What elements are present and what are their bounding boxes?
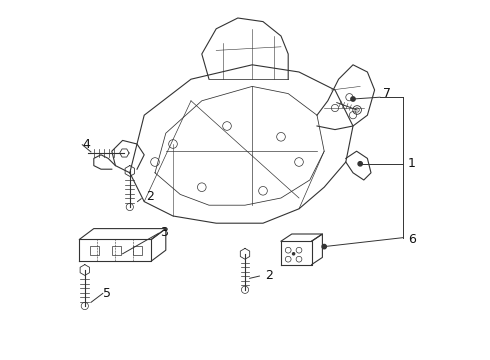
Text: 5: 5 bbox=[103, 287, 111, 300]
Bar bbox=[90, 246, 99, 255]
Text: 1: 1 bbox=[408, 157, 416, 170]
Text: 2: 2 bbox=[146, 190, 154, 203]
Text: 3: 3 bbox=[160, 226, 168, 239]
Bar bbox=[133, 246, 143, 255]
Text: 7: 7 bbox=[383, 87, 391, 100]
Text: 2: 2 bbox=[265, 269, 272, 282]
Text: 4: 4 bbox=[82, 138, 90, 150]
Bar bbox=[112, 246, 121, 255]
Circle shape bbox=[293, 253, 294, 255]
Circle shape bbox=[358, 162, 363, 166]
Text: 6: 6 bbox=[408, 233, 416, 246]
Circle shape bbox=[351, 97, 355, 101]
Circle shape bbox=[322, 244, 326, 249]
